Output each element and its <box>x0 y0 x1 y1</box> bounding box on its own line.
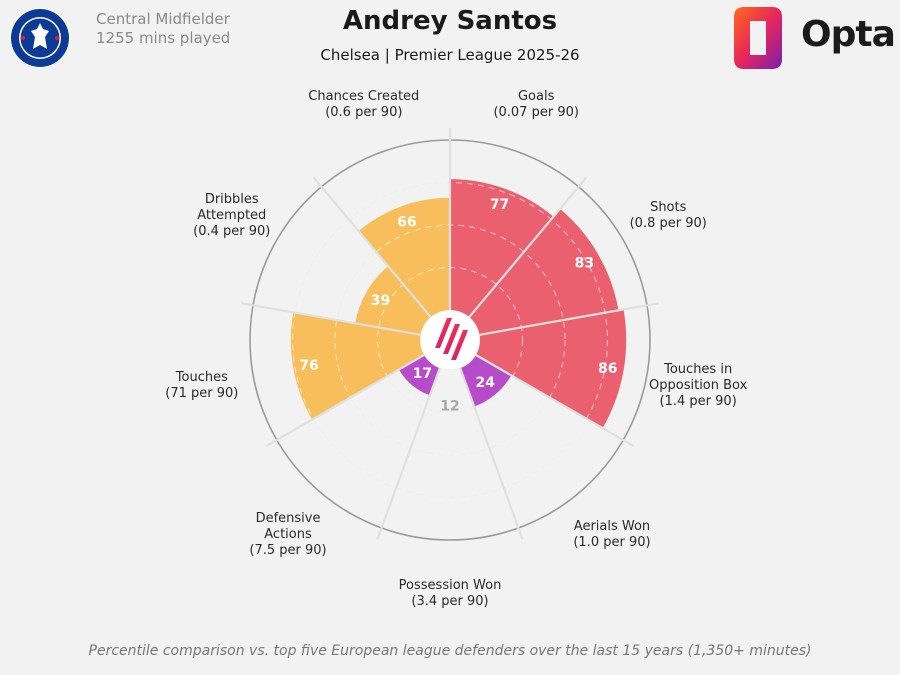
category-label-dribbles-attempted: Dribbles Attempted (0.4 per 90) <box>193 192 270 239</box>
player-name-title: Andrey Santos <box>342 6 558 36</box>
center-logo-stroke-1 <box>443 324 460 354</box>
center-logo-stroke-0 <box>435 318 452 348</box>
spoke-6 <box>265 354 425 447</box>
wedge-defensive-actions <box>398 355 440 396</box>
opta-logo <box>734 7 782 69</box>
value-label-touches: 76 <box>299 358 318 374</box>
wedge-dribbles-attempted <box>355 266 431 335</box>
center-logo-stroke-2 <box>451 330 468 360</box>
opta-wordmark: Opta <box>801 14 896 55</box>
value-label-touches-in-opposition-box: 86 <box>598 361 617 377</box>
wedge-touches <box>290 312 425 420</box>
minutes-played: 1255 mins played <box>96 29 231 47</box>
value-label-possession-won: 12 <box>440 398 459 414</box>
spoke-4 <box>459 367 524 540</box>
category-label-touches-in-opposition-box: Touches in Opposition Box (1.4 per 90) <box>649 362 748 409</box>
chelsea-crest-logo <box>10 8 70 68</box>
category-label-chances-created: Chances Created (0.6 per 90) <box>308 89 419 120</box>
spoke-1 <box>468 176 588 318</box>
spoke-2 <box>479 302 659 336</box>
category-label-defensive-actions: Defensive Actions (7.5 per 90) <box>249 511 326 558</box>
spoke-5 <box>376 367 441 540</box>
spoke-3 <box>475 354 635 447</box>
value-label-defensive-actions: 17 <box>413 366 432 382</box>
chart-subtitle: Chelsea | Premier League 2025-26 <box>320 46 580 64</box>
category-label-shots: Shots (0.8 per 90) <box>630 200 707 231</box>
category-label-goals: Goals (0.07 per 90) <box>493 89 579 120</box>
spoke-8 <box>312 176 432 318</box>
value-label-chances-created: 66 <box>397 214 416 230</box>
wedge-aerials-won <box>460 355 512 407</box>
spoke-7 <box>241 302 421 336</box>
player-position: Central Midfielder <box>96 10 230 28</box>
value-label-shots: 83 <box>575 255 594 271</box>
wedge-goals <box>450 179 554 318</box>
wedge-touches-in-opposition-box <box>475 309 627 429</box>
value-label-goals: 77 <box>490 197 509 213</box>
wedge-shots <box>469 208 619 335</box>
category-label-touches: Touches (71 per 90) <box>165 370 238 401</box>
value-label-dribbles-attempted: 39 <box>371 293 390 309</box>
chart-footnote: Percentile comparison vs. top five Europ… <box>88 643 812 659</box>
category-label-aerials-won: Aerials Won (1.0 per 90) <box>573 519 650 550</box>
category-label-possession-won: Possession Won (3.4 per 90) <box>399 578 502 609</box>
value-label-aerials-won: 24 <box>475 375 495 391</box>
